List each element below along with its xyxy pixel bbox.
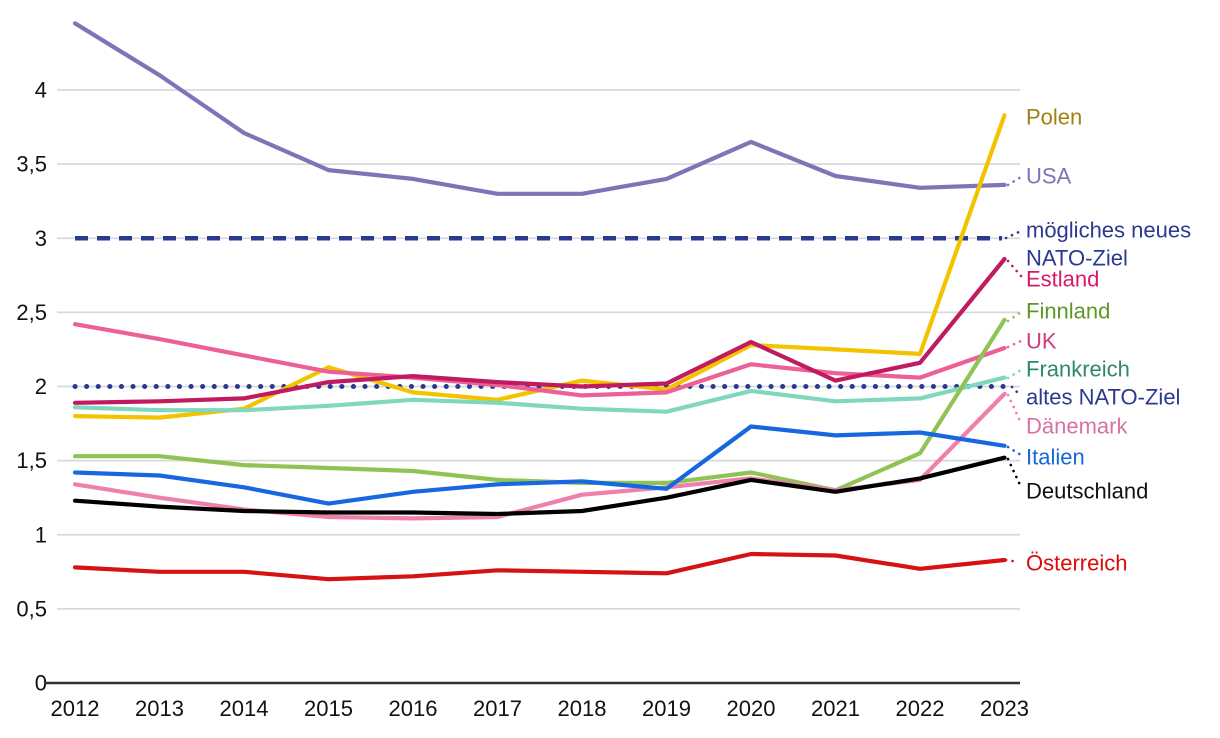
label-leader-daenemark (1006, 393, 1023, 425)
series-label-target_new: mögliches neues (1026, 218, 1191, 243)
series-line-frankreich (72, 375, 1007, 414)
y-tick-1: 1 (35, 522, 47, 547)
x-tick-2023: 2023 (980, 696, 1029, 721)
series-label-polen: Polen (1026, 105, 1082, 130)
x-tick-2016: 2016 (389, 696, 438, 721)
series-line-usa (72, 21, 1007, 196)
y-tick-1,5: 1,5 (16, 448, 47, 473)
series-label-frankreich: Frankreich (1026, 357, 1130, 382)
series-line-deutschland (72, 455, 1007, 517)
y-tick-3: 3 (35, 226, 47, 251)
label-leader-target_old (1010, 385, 1023, 398)
series-label-target_old: altes NATO-Ziel (1026, 385, 1180, 410)
label-leader-italien (1006, 445, 1023, 457)
series-label-estland: Estland (1026, 267, 1099, 292)
series-label-oesterreich: Österreich (1026, 551, 1127, 576)
x-tick-2022: 2022 (896, 696, 945, 721)
label-leader-uk (1006, 339, 1023, 349)
series-line-italien (72, 424, 1007, 506)
x-tick-2015: 2015 (304, 696, 353, 721)
y-tick-0,5: 0,5 (16, 596, 47, 621)
x-tick-2020: 2020 (727, 696, 776, 721)
x-tick-2014: 2014 (220, 696, 269, 721)
label-leader-finnland (1006, 310, 1023, 323)
series-label-daenemark: Dänemark (1026, 414, 1128, 439)
y-tick-0: 0 (35, 671, 47, 696)
y-tick-4: 4 (35, 78, 47, 103)
series-label-deutschland: Deutschland (1026, 479, 1148, 504)
x-tick-2013: 2013 (135, 696, 184, 721)
x-tick-2018: 2018 (558, 696, 607, 721)
label-leader-target_new (1004, 229, 1023, 240)
x-tick-2021: 2021 (811, 696, 860, 721)
label-leader-estland (1006, 259, 1023, 278)
y-tick-2: 2 (35, 374, 47, 399)
series-label-finnland: Finnland (1026, 299, 1110, 324)
label-leader-frankreich (1006, 368, 1023, 380)
label-leader-usa (1006, 175, 1023, 187)
x-tick-2019: 2019 (642, 696, 691, 721)
x-tick-2012: 2012 (51, 696, 100, 721)
series-label-target_new: NATO-Ziel (1026, 246, 1128, 271)
series-line-estland (72, 256, 1007, 405)
series-line-uk (72, 322, 1007, 398)
series-label-uk: UK (1026, 329, 1057, 354)
y-tick-3,5: 3,5 (16, 152, 47, 177)
series-label-italien: Italien (1026, 445, 1085, 470)
series-line-oesterreich (72, 551, 1007, 582)
label-leader-oesterreich (1004, 558, 1021, 564)
series-label-usa: USA (1026, 164, 1072, 189)
label-leader-deutschland (1006, 457, 1023, 489)
y-tick-2,5: 2,5 (16, 300, 47, 325)
x-tick-2017: 2017 (473, 696, 522, 721)
